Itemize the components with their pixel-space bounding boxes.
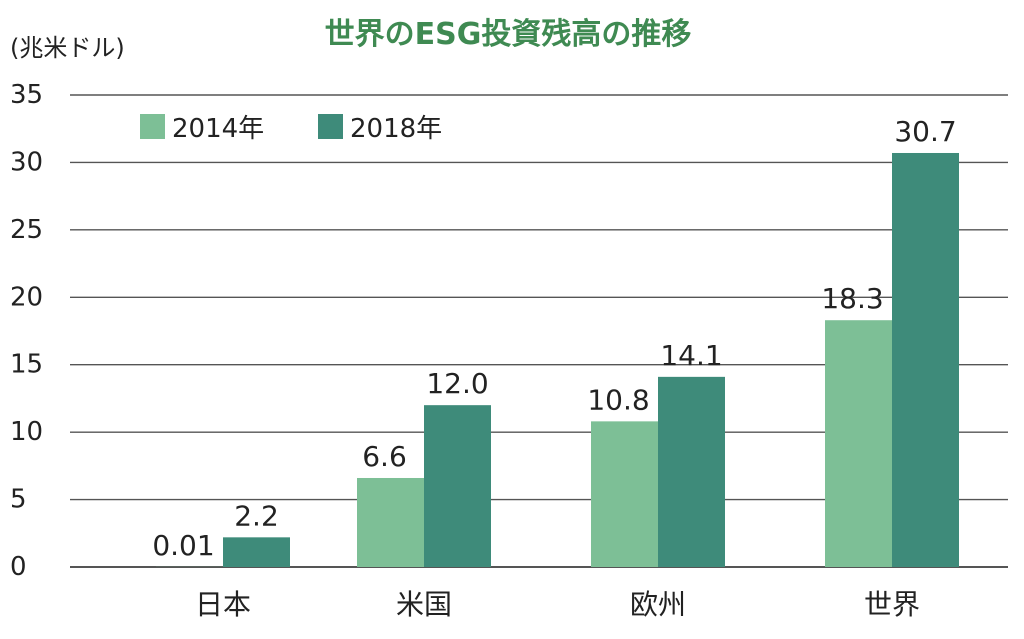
legend-label: 2014年 (172, 114, 264, 144)
bar-2014-2 (591, 421, 658, 567)
chart-title: 世界のESG投資残高の推移 (325, 17, 692, 52)
data-label: 12.0 (426, 367, 488, 400)
y-axis-unit-label: (兆米ドル) (10, 34, 125, 62)
y-tick-label: 10 (10, 417, 43, 447)
bar-2018-1 (424, 405, 491, 567)
bar-2018-2 (658, 376, 725, 567)
data-label: 18.3 (821, 282, 883, 315)
bar-2014-3 (825, 320, 892, 567)
x-category-label: 米国 (396, 588, 452, 621)
y-tick-label: 0 (10, 552, 27, 582)
data-label: 14.1 (660, 339, 722, 372)
bar-2018-3 (892, 152, 959, 567)
y-tick-label: 25 (10, 215, 43, 245)
x-axis-categories: 日本 米国 欧州 世界 (195, 588, 920, 621)
bar-2014-1 (357, 477, 424, 567)
x-category-label: 欧州 (630, 588, 686, 621)
data-label: 6.6 (362, 440, 407, 473)
data-labels: 0.01 6.6 10.8 18.3 2.2 12.0 14.1 30.7 (152, 115, 956, 562)
y-tick-label: 35 (10, 80, 43, 110)
legend-label: 2018年 (350, 114, 442, 144)
y-axis-ticks: 0 5 10 15 20 25 30 35 (10, 80, 43, 582)
bars (156, 152, 959, 567)
bar-2018-0 (223, 537, 290, 567)
legend-swatch (318, 114, 343, 139)
y-tick-label: 15 (10, 350, 43, 380)
legend: 2014年 2018年 (140, 114, 442, 144)
legend-swatch (140, 114, 165, 139)
y-tick-label: 5 (10, 485, 27, 515)
x-category-label: 日本 (195, 588, 251, 621)
x-category-label: 世界 (864, 588, 920, 621)
data-label: 30.7 (894, 115, 956, 148)
data-label: 10.8 (587, 383, 649, 416)
y-tick-label: 30 (10, 147, 43, 177)
y-tick-label: 20 (10, 282, 43, 312)
data-label: 0.01 (152, 529, 214, 562)
data-label: 2.2 (234, 499, 279, 532)
